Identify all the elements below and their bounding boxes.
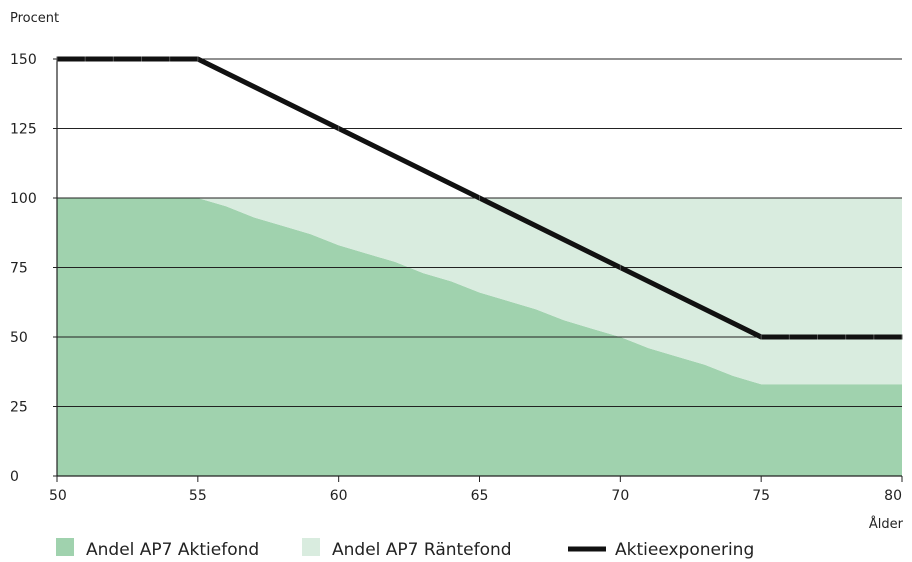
axis-layer: 0 25 50 75 100 125 150 50 55 60 65 70 75 80 [10,52,903,504]
area-series-2 [57,198,902,385]
x-axis-title: Ålder [869,516,904,532]
x-tick-label: 65 [471,488,489,504]
legend-label: Andel AP7 Aktiefond [86,540,259,560]
x-tick-label: 60 [330,488,348,504]
y-axis-title: Procent [10,11,59,26]
x-tick-label: 75 [752,488,770,504]
line-layer [56,56,903,340]
y-tick-label: 100 [10,191,37,207]
legend: Andel AP7 Aktiefond Andel AP7 Räntefond Ak… [56,538,754,560]
legend-swatch [56,538,74,556]
y-tick-label: 50 [10,330,28,346]
x-tick-label: 80 [884,488,902,504]
y-tick-label: 0 [10,469,19,485]
legend-swatch [302,538,320,556]
x-tick-label: 70 [611,488,629,504]
legend-label: Aktieexponering [615,540,754,560]
y-tick-label: 75 [10,261,28,277]
legend-label: Andel AP7 Räntefond [332,540,512,560]
y-tick-label: 125 [10,122,37,138]
x-tick-label: 50 [49,488,67,504]
x-tick-label: 55 [189,488,207,504]
y-tick-label: 150 [10,52,37,68]
y-tick-label: 25 [10,400,28,416]
